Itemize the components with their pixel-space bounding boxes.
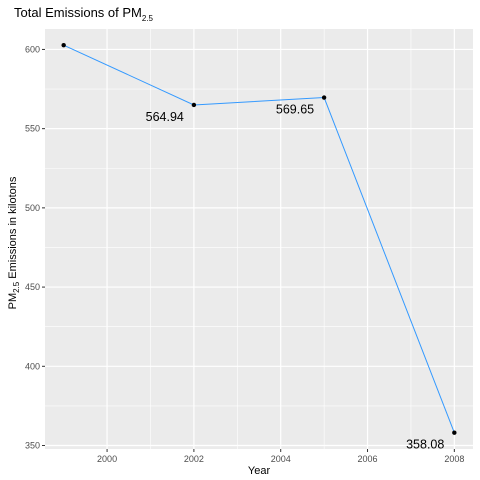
data-point: [61, 42, 66, 48]
data-point: [191, 102, 197, 108]
x-tick-label: 2002: [184, 454, 204, 464]
x-axis-title: Year: [248, 465, 271, 477]
series-polyline: [63, 44, 455, 433]
data-labels: 564.94 569.65 358.08: [146, 103, 445, 452]
plot-panel: [45, 29, 473, 449]
y-tick-label: 400: [25, 361, 40, 371]
y-tick-label: 450: [25, 282, 40, 292]
y-tick-label: 550: [25, 124, 40, 134]
data-points: [61, 42, 457, 435]
y-tick-label: 600: [25, 44, 40, 54]
data-label: 569.65: [276, 103, 314, 117]
data-point: [452, 430, 457, 435]
grid-minor: [45, 29, 473, 449]
data-point: [321, 95, 327, 100]
x-tick-label: 2004: [271, 454, 291, 464]
x-tick-label: 2008: [444, 454, 464, 464]
grid-major: [45, 29, 473, 449]
y-tick-label: 500: [25, 203, 40, 213]
y-axis-ticks: 350 400 450 500 550 600: [25, 44, 45, 451]
data-label: 564.94: [146, 110, 184, 124]
data-label: 358.08: [406, 438, 444, 452]
x-axis-ticks: 2000 2002 2004 2006 2008: [97, 449, 464, 464]
series-line: [63, 44, 455, 433]
y-tick-label: 350: [25, 441, 40, 451]
x-tick-label: 2006: [358, 454, 378, 464]
plot-title: Total Emissions of PM2.5: [14, 5, 154, 23]
x-tick-label: 2000: [97, 454, 117, 464]
y-axis-title: PM2.5 Emissions in kilotons: [7, 176, 21, 309]
